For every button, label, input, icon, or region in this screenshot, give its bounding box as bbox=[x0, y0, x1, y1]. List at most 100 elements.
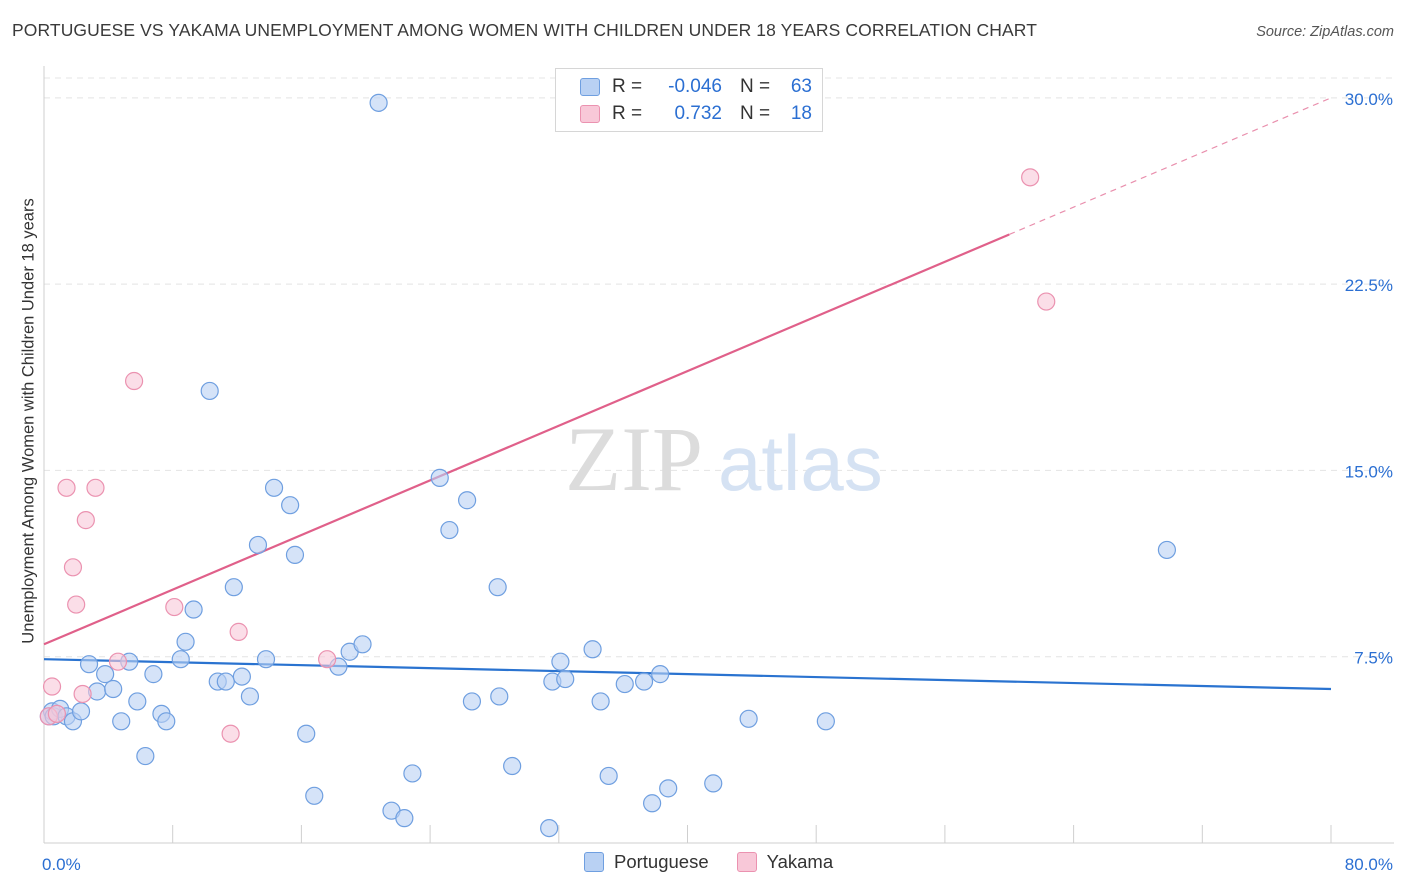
portuguese-point bbox=[176, 632, 195, 651]
portuguese-point bbox=[440, 520, 459, 540]
correlation-legend: R = -0.046 N = 63 R = 0.732 N = 18 bbox=[555, 68, 823, 132]
yakama-point bbox=[165, 597, 184, 617]
yakama-point bbox=[229, 622, 248, 641]
portuguese-point bbox=[224, 578, 243, 597]
portuguese-point bbox=[551, 652, 570, 671]
portuguese-point bbox=[353, 635, 372, 654]
x-tick-label: 80.0% bbox=[1345, 855, 1393, 874]
y-tick-label: 22.5% bbox=[1345, 276, 1393, 295]
series-swatch-portuguese bbox=[584, 852, 604, 872]
y-tick-label: 7.5% bbox=[1354, 649, 1393, 668]
portuguese-point bbox=[615, 674, 634, 694]
portuguese-point bbox=[1157, 540, 1177, 560]
portuguese-point bbox=[739, 709, 758, 728]
watermark-zip: ZIP bbox=[565, 408, 703, 510]
portuguese-point bbox=[79, 655, 99, 674]
legend-r-value: 0.732 bbox=[674, 103, 722, 124]
trend-lines bbox=[43, 97, 1332, 691]
legend-row-portuguese: R = -0.046 N = 63 bbox=[580, 74, 812, 100]
series-legend-portuguese: Portuguese bbox=[584, 851, 709, 873]
portuguese-point bbox=[71, 702, 91, 721]
portuguese-point bbox=[184, 600, 203, 619]
portuguese-point bbox=[256, 650, 276, 669]
portuguese-point bbox=[430, 468, 449, 487]
portuguese-point bbox=[232, 667, 251, 686]
legend-n-label: N = bbox=[740, 76, 771, 97]
portuguese-point bbox=[599, 766, 618, 786]
portuguese-point bbox=[216, 672, 235, 691]
legend-r-label: R = bbox=[612, 76, 643, 97]
portuguese-point bbox=[583, 640, 602, 659]
y-tick-label: 30.0% bbox=[1345, 90, 1393, 109]
y-axis-label: Unemployment Among Women with Children U… bbox=[19, 198, 38, 644]
trend-line-yakama-extension bbox=[1009, 97, 1332, 236]
legend-n-label: N = bbox=[740, 103, 771, 124]
yakama-point bbox=[73, 684, 92, 704]
portuguese-point bbox=[458, 491, 477, 510]
yakama-point bbox=[124, 371, 144, 391]
portuguese-point bbox=[281, 496, 300, 515]
portuguese-point bbox=[634, 672, 654, 691]
portuguese-point bbox=[488, 578, 507, 597]
legend-swatch-portuguese bbox=[580, 78, 600, 96]
portuguese-point bbox=[305, 786, 324, 805]
yakama-point bbox=[221, 724, 240, 743]
portuguese-point bbox=[240, 687, 260, 706]
legend-n-value: 63 bbox=[790, 76, 812, 97]
portuguese-point bbox=[403, 764, 422, 783]
series-legend: Portuguese Yakama bbox=[584, 851, 861, 873]
portuguese-point bbox=[171, 650, 190, 669]
portuguese-point bbox=[96, 665, 115, 684]
legend-swatch-yakama bbox=[580, 105, 600, 123]
portuguese-point bbox=[462, 692, 482, 711]
portuguese-point bbox=[285, 545, 305, 564]
source-credit: Source: ZipAtlas.com bbox=[1256, 24, 1394, 40]
yakama-point bbox=[86, 478, 105, 497]
legend-r-label: R = bbox=[612, 103, 643, 124]
portuguese-point bbox=[540, 818, 559, 838]
portuguese-point bbox=[591, 692, 610, 711]
portuguese-point bbox=[816, 712, 835, 731]
portuguese-point bbox=[136, 746, 155, 766]
yakama-point bbox=[76, 511, 95, 530]
yakama-point bbox=[63, 558, 83, 577]
yakama-point bbox=[67, 595, 86, 614]
yakama-point bbox=[1021, 168, 1040, 187]
yakama-point bbox=[42, 677, 62, 696]
yakama-point bbox=[47, 704, 66, 723]
legend-r-value: -0.046 bbox=[668, 76, 722, 97]
yakama-point bbox=[318, 650, 337, 669]
portuguese-point bbox=[490, 687, 509, 706]
portuguese-point bbox=[104, 679, 123, 699]
portuguese-point bbox=[503, 756, 522, 776]
portuguese-point bbox=[112, 712, 131, 731]
legend-n-value: 18 bbox=[790, 103, 812, 124]
portuguese-point bbox=[651, 665, 670, 684]
yakama-point bbox=[108, 652, 128, 671]
portuguese-point bbox=[128, 692, 147, 711]
portuguese-point bbox=[643, 794, 662, 813]
portuguese-point bbox=[200, 381, 219, 401]
portuguese-point bbox=[369, 93, 388, 112]
series-label-portuguese: Portuguese bbox=[614, 851, 709, 872]
portuguese-point bbox=[157, 712, 176, 731]
y-axis-label-wrap: Unemployment Among Women with Children U… bbox=[14, 116, 44, 726]
portuguese-point bbox=[297, 724, 316, 743]
yakama-point bbox=[1037, 292, 1056, 311]
legend-row-yakama: R = 0.732 N = 18 bbox=[580, 101, 812, 127]
series-label-yakama: Yakama bbox=[766, 851, 834, 872]
portuguese-point bbox=[248, 535, 268, 555]
portuguese-point bbox=[659, 779, 678, 798]
data-points bbox=[39, 93, 1177, 838]
portuguese-point bbox=[264, 478, 284, 497]
portuguese-point bbox=[395, 809, 414, 828]
x-tick-label: 0.0% bbox=[42, 855, 81, 874]
portuguese-point bbox=[704, 774, 723, 793]
y-tick-label: 15.0% bbox=[1345, 462, 1393, 481]
portuguese-point bbox=[144, 665, 163, 684]
chart-title: PORTUGUESE VS YAKAMA UNEMPLOYMENT AMONG … bbox=[12, 20, 1038, 40]
tick-labels: 7.5% 15.0% 22.5% 30.0% 0.0% 80.0% bbox=[42, 90, 1393, 874]
series-swatch-yakama bbox=[736, 852, 757, 872]
trend-line-yakama bbox=[43, 233, 1010, 646]
